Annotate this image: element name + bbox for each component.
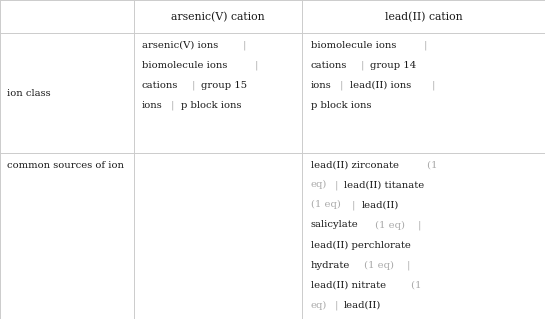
Text: lead(II) nitrate: lead(II) nitrate xyxy=(311,281,386,290)
Text: p block ions: p block ions xyxy=(311,101,371,110)
Text: (1 eq): (1 eq) xyxy=(361,261,395,270)
Text: |: | xyxy=(404,261,414,270)
Text: |: | xyxy=(168,101,178,110)
Text: ions: ions xyxy=(142,101,162,110)
Text: arsenic(V) cation: arsenic(V) cation xyxy=(171,11,265,22)
Text: (1: (1 xyxy=(408,281,421,290)
Text: (1: (1 xyxy=(424,160,438,169)
Text: lead(II): lead(II) xyxy=(361,200,399,209)
Text: eq): eq) xyxy=(311,301,327,310)
Text: ions: ions xyxy=(311,81,331,90)
Text: biomolecule ions: biomolecule ions xyxy=(142,61,227,70)
Text: biomolecule ions: biomolecule ions xyxy=(311,41,396,49)
Text: |: | xyxy=(240,41,250,50)
Text: |: | xyxy=(332,301,341,310)
Text: |: | xyxy=(429,81,438,90)
Text: cations: cations xyxy=(311,61,347,70)
Text: group 14: group 14 xyxy=(370,61,416,70)
Text: |: | xyxy=(358,61,367,70)
Text: p block ions: p block ions xyxy=(181,101,241,110)
Text: |: | xyxy=(337,81,347,90)
Text: group 15: group 15 xyxy=(201,81,247,90)
Text: |: | xyxy=(415,220,425,230)
Text: |: | xyxy=(252,61,262,70)
Text: hydrate: hydrate xyxy=(311,261,350,270)
Text: lead(II) cation: lead(II) cation xyxy=(385,11,463,22)
Text: (1 eq): (1 eq) xyxy=(311,200,341,210)
Text: |: | xyxy=(332,180,341,190)
Text: |: | xyxy=(189,81,198,90)
Text: lead(II) titanate: lead(II) titanate xyxy=(344,180,425,189)
Text: ion class: ion class xyxy=(7,89,50,98)
Text: common sources of ion: common sources of ion xyxy=(7,161,124,170)
Text: |: | xyxy=(421,41,431,50)
Text: lead(II) perchlorate: lead(II) perchlorate xyxy=(311,241,410,250)
Text: eq): eq) xyxy=(311,180,327,189)
Text: lead(II): lead(II) xyxy=(344,301,381,310)
Text: salicylate: salicylate xyxy=(311,220,359,229)
Text: (1 eq): (1 eq) xyxy=(372,220,405,230)
Text: |: | xyxy=(349,200,359,210)
Text: lead(II) ions: lead(II) ions xyxy=(350,81,411,90)
Text: arsenic(V) ions: arsenic(V) ions xyxy=(142,41,218,49)
Text: lead(II) zirconate: lead(II) zirconate xyxy=(311,160,398,169)
Text: cations: cations xyxy=(142,81,178,90)
